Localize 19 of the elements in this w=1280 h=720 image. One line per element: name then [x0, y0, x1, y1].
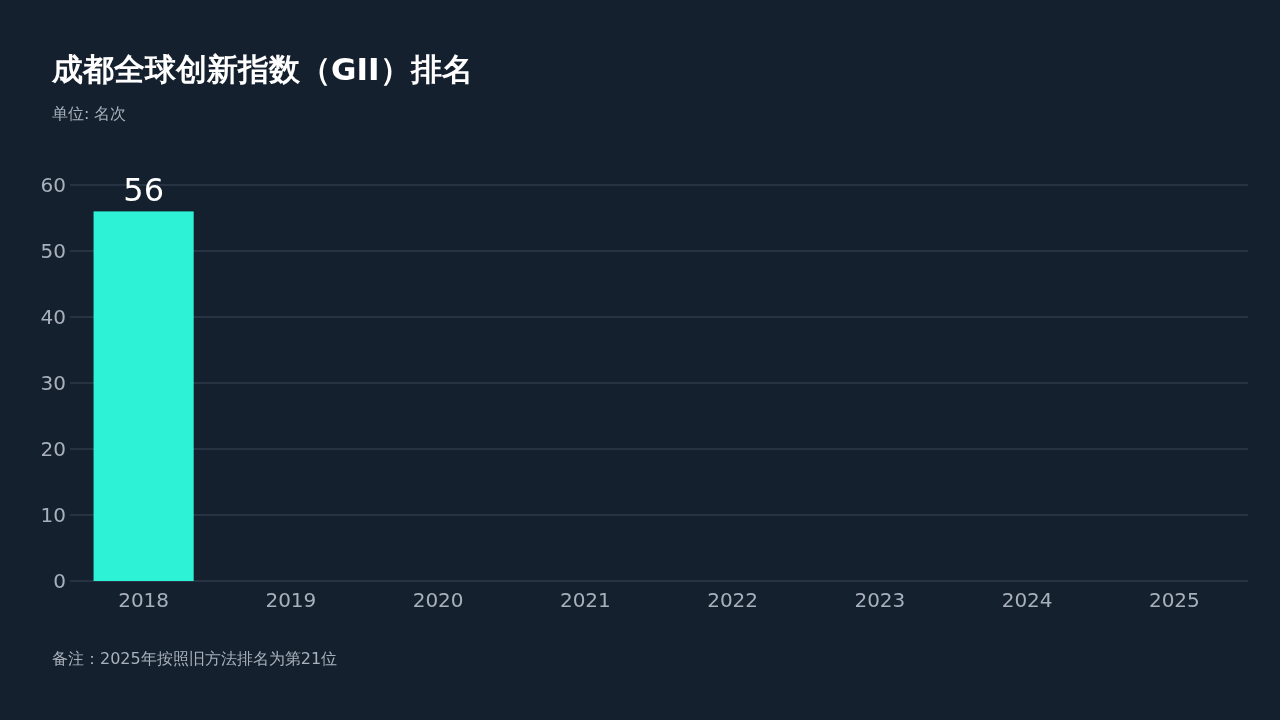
text: 备注：2025年按照旧方法排名为第21位: [52, 649, 338, 668]
y-tick-label: 60: [40, 173, 66, 197]
y-tick-label: 20: [40, 437, 66, 461]
x-tick-label: 2021: [559, 588, 611, 612]
chart-subtitle: 单位: 名次: [52, 104, 127, 123]
y-tick-label: 0: [53, 569, 66, 593]
y-tick-label: 40: [40, 305, 66, 329]
y-tick-label: 50: [40, 239, 66, 263]
x-tick-label: 2019: [265, 588, 317, 612]
x-tick-label: 2023: [854, 588, 906, 612]
data-label: 56: [123, 171, 164, 210]
chart-title: 成都全球创新指数（GII）排名: [51, 51, 473, 87]
x-tick-label: 2024: [1001, 588, 1053, 612]
x-tick-label: 2018: [118, 588, 170, 612]
y-tick-label: 10: [40, 503, 66, 527]
x-tick-label: 2025: [1148, 588, 1200, 612]
y-tick-label: 30: [40, 371, 66, 395]
x-tick-label: 2020: [412, 588, 464, 612]
x-tick-label: 2022: [707, 588, 759, 612]
